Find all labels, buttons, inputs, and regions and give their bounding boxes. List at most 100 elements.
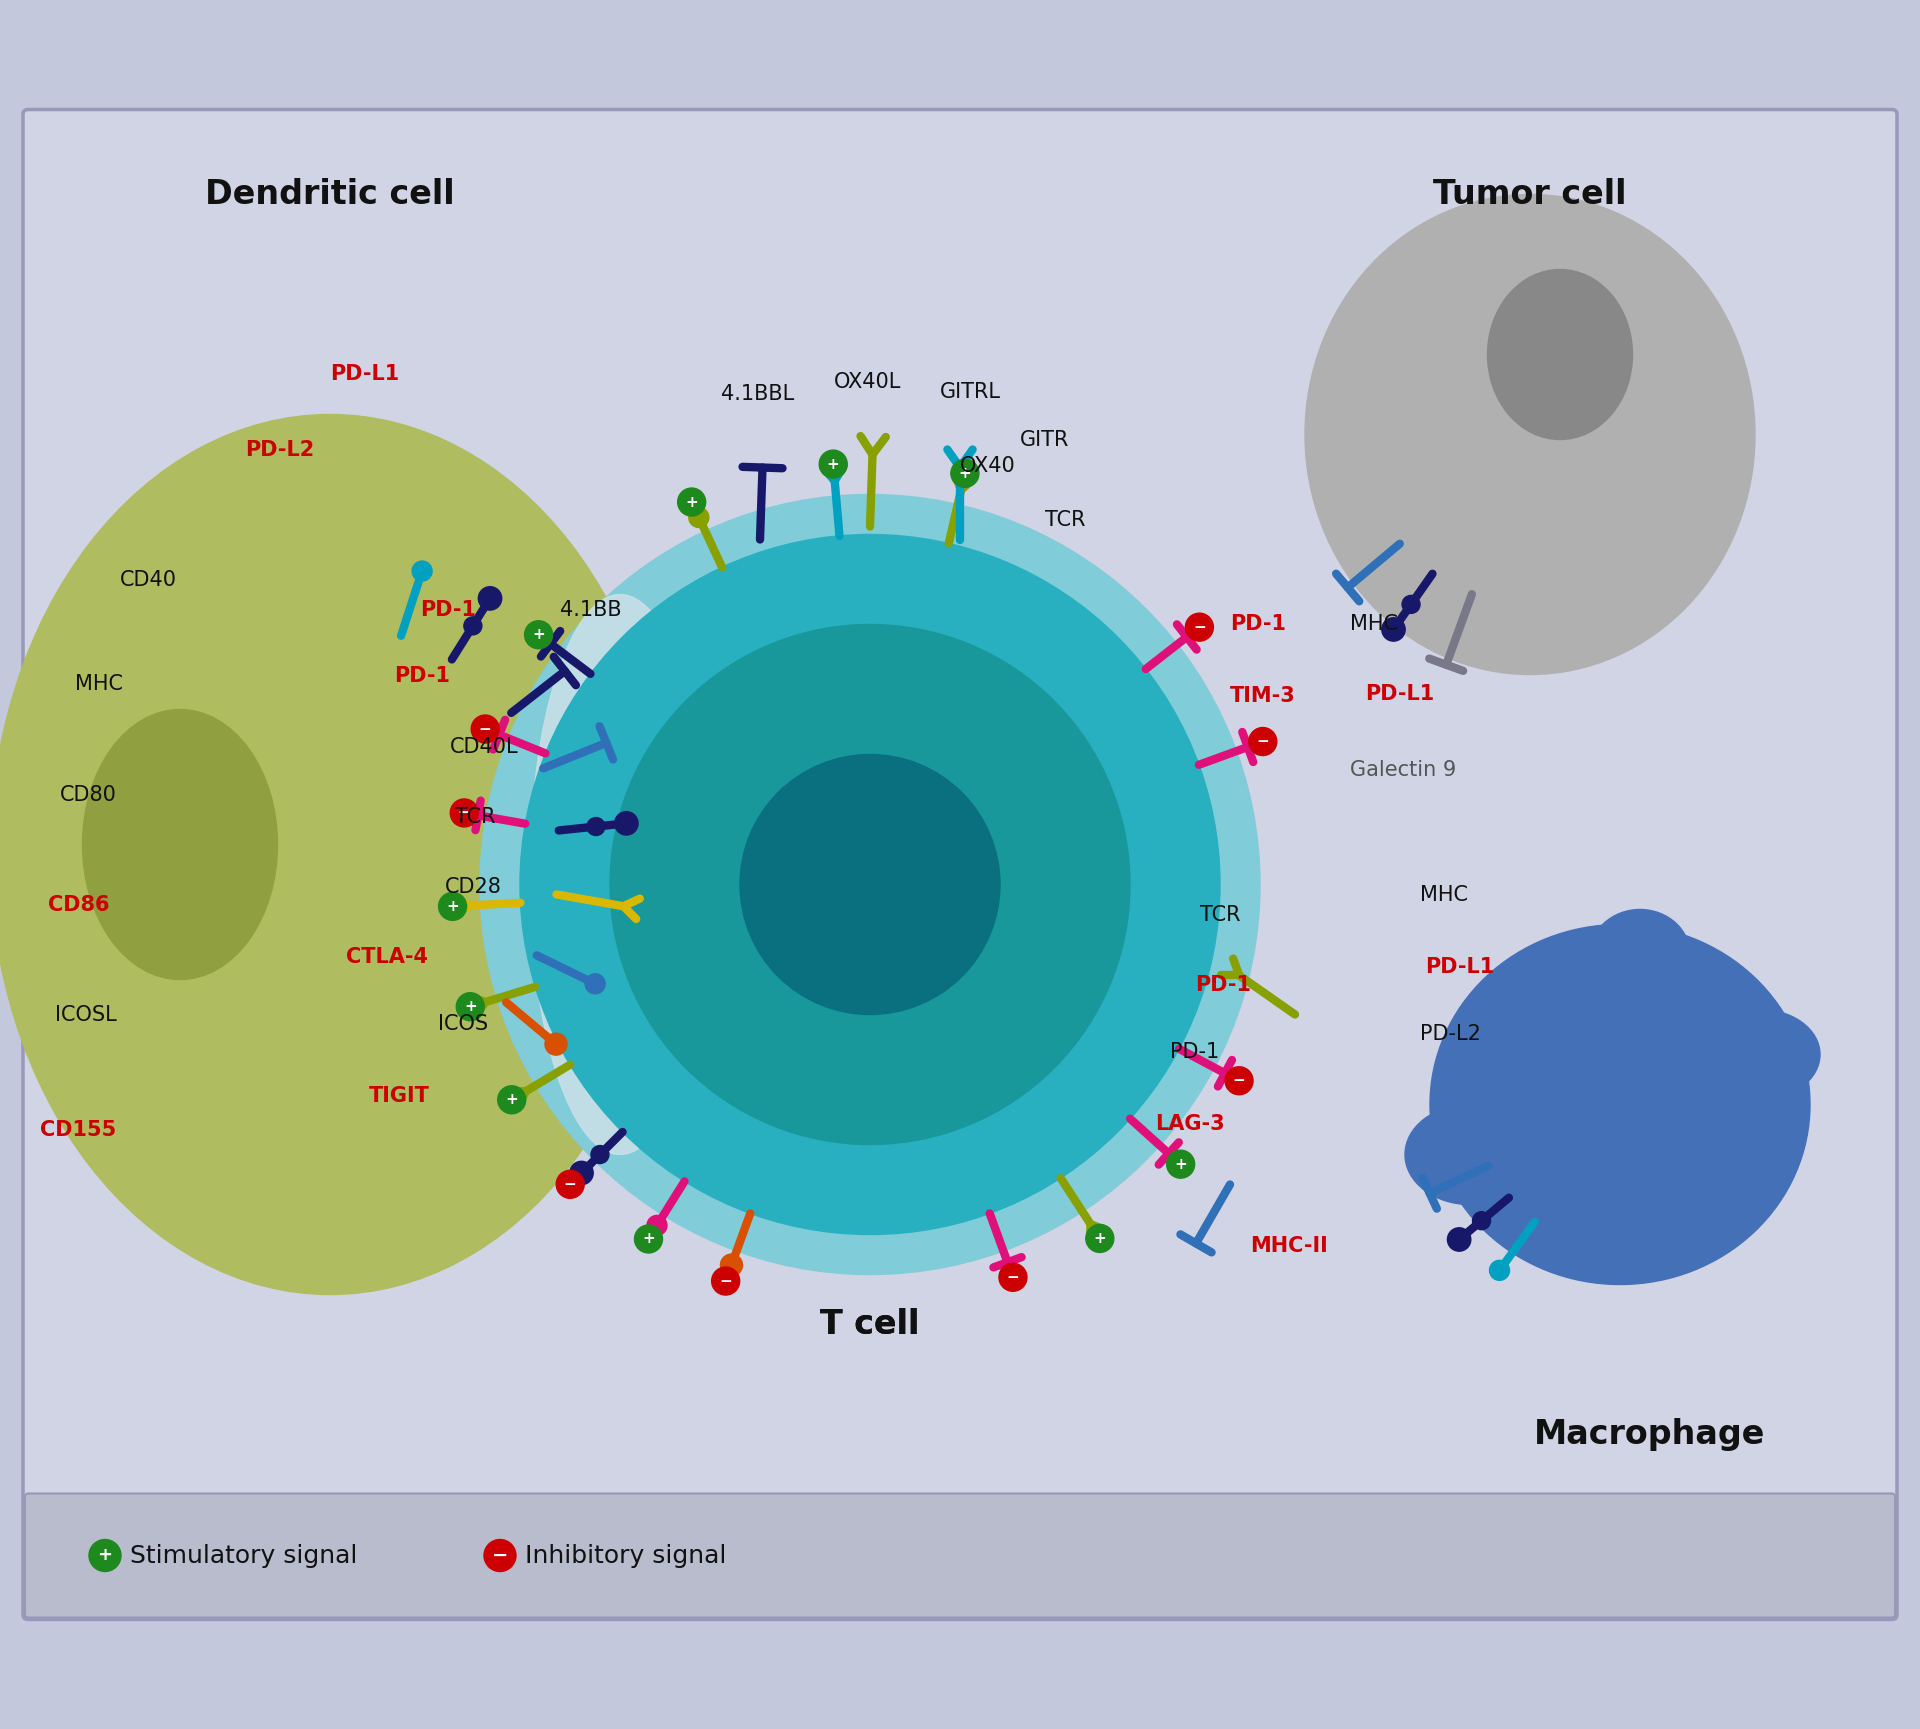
Text: −: − [492, 1546, 509, 1565]
Text: PD-L2: PD-L2 [1421, 1025, 1480, 1044]
Circle shape [524, 621, 553, 648]
Ellipse shape [1405, 1105, 1534, 1205]
Ellipse shape [1699, 1010, 1820, 1100]
Circle shape [614, 811, 637, 835]
Circle shape [588, 818, 605, 835]
Text: PD-1: PD-1 [1169, 1043, 1219, 1063]
Text: T cell: T cell [820, 1309, 920, 1342]
FancyBboxPatch shape [23, 109, 1897, 1620]
Circle shape [413, 562, 432, 581]
Circle shape [557, 1171, 584, 1198]
Ellipse shape [530, 595, 710, 1155]
Text: 4.1BBL: 4.1BBL [722, 384, 795, 405]
Text: TCR: TCR [1044, 510, 1085, 529]
Text: +: + [1094, 1231, 1106, 1247]
Text: −: − [1256, 735, 1269, 749]
Text: +: + [1175, 1157, 1187, 1172]
Circle shape [1167, 1150, 1194, 1177]
Text: Macrophage: Macrophage [1534, 1418, 1766, 1451]
Text: +: + [465, 999, 476, 1015]
Text: −: − [564, 1177, 576, 1191]
Text: ICOSL: ICOSL [56, 1005, 117, 1025]
Text: Galectin 9: Galectin 9 [1350, 759, 1455, 780]
Text: MHC-II: MHC-II [1250, 1236, 1329, 1257]
Text: PD-L1: PD-L1 [1365, 685, 1434, 704]
Circle shape [484, 1539, 516, 1572]
Circle shape [998, 1264, 1027, 1292]
Text: PD-1: PD-1 [394, 666, 449, 686]
Text: TIGIT: TIGIT [369, 1086, 430, 1107]
Text: −: − [1006, 1269, 1020, 1285]
Ellipse shape [1590, 909, 1690, 999]
Text: +: + [828, 456, 839, 472]
Text: −: − [1233, 1074, 1246, 1088]
Text: 4.1BB: 4.1BB [561, 600, 622, 619]
Text: +: + [641, 1231, 655, 1247]
Circle shape [712, 1267, 739, 1295]
Circle shape [820, 450, 847, 479]
Circle shape [1402, 595, 1421, 614]
Ellipse shape [1306, 194, 1755, 674]
Text: Dendritic cell: Dendritic cell [205, 178, 455, 211]
Text: +: + [532, 628, 545, 641]
Circle shape [570, 1162, 593, 1184]
Text: Tumor cell: Tumor cell [1432, 178, 1626, 211]
Text: PD-L1: PD-L1 [330, 365, 399, 384]
Circle shape [1225, 1067, 1254, 1094]
Circle shape [1185, 614, 1213, 641]
Circle shape [478, 586, 501, 610]
Text: TCR: TCR [455, 806, 495, 826]
Circle shape [720, 1254, 743, 1276]
Circle shape [591, 1146, 609, 1164]
Circle shape [1473, 1212, 1490, 1229]
Circle shape [1087, 1224, 1114, 1252]
FancyBboxPatch shape [25, 1494, 1895, 1618]
Text: CD40: CD40 [119, 569, 177, 590]
Text: OX40: OX40 [960, 456, 1016, 477]
Circle shape [457, 992, 484, 1020]
Ellipse shape [1488, 270, 1632, 439]
Circle shape [611, 624, 1131, 1145]
Text: +: + [505, 1093, 518, 1107]
Text: OX40L: OX40L [835, 372, 902, 392]
Text: PD-1: PD-1 [1194, 975, 1252, 994]
Text: +: + [98, 1546, 113, 1565]
Text: +: + [445, 899, 459, 915]
Text: TCR: TCR [1200, 904, 1240, 925]
Circle shape [1490, 1260, 1509, 1281]
Text: PD-L1: PD-L1 [1425, 956, 1494, 977]
Text: ICOS: ICOS [438, 1015, 488, 1034]
Circle shape [545, 1034, 566, 1055]
Text: PD-1: PD-1 [1231, 614, 1286, 635]
Ellipse shape [1430, 925, 1811, 1285]
Text: −: − [1192, 619, 1206, 635]
Text: CTLA-4: CTLA-4 [346, 946, 428, 967]
Circle shape [1248, 728, 1277, 756]
Circle shape [1382, 617, 1405, 641]
Text: PD-L2: PD-L2 [246, 439, 315, 460]
Text: MHC: MHC [1350, 614, 1398, 635]
Text: +: + [685, 494, 699, 510]
Ellipse shape [83, 709, 278, 980]
Circle shape [678, 488, 707, 515]
Text: CD40L: CD40L [449, 737, 518, 757]
Text: CD28: CD28 [445, 877, 501, 897]
Circle shape [739, 754, 1000, 1015]
Circle shape [950, 460, 979, 488]
Circle shape [480, 494, 1260, 1274]
Circle shape [520, 534, 1219, 1235]
Text: −: − [720, 1274, 732, 1288]
Text: MHC: MHC [75, 674, 123, 695]
Circle shape [647, 1215, 666, 1236]
Circle shape [470, 716, 499, 743]
Text: PD-1: PD-1 [420, 600, 476, 619]
Text: −: − [457, 806, 470, 821]
Ellipse shape [0, 415, 670, 1295]
Text: LAG-3: LAG-3 [1156, 1115, 1225, 1134]
Circle shape [634, 1224, 662, 1254]
Text: CD155: CD155 [40, 1119, 117, 1139]
Circle shape [465, 617, 482, 635]
Circle shape [88, 1539, 121, 1572]
Circle shape [586, 973, 605, 994]
Text: −: − [478, 721, 492, 737]
